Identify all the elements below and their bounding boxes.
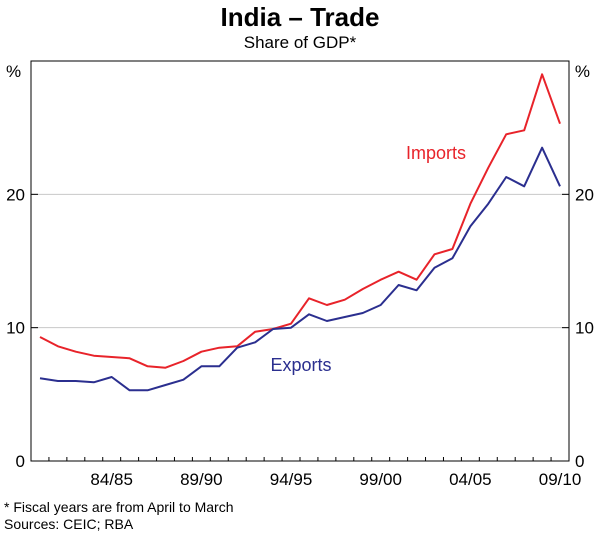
series-line-exports [39,146,561,392]
xtick-label-09-10: 09/10 [539,470,582,489]
footnote-fiscal-years: * Fiscal years are from April to March [4,499,234,515]
series-lines [39,73,561,392]
right-axis-unit: % [574,62,590,81]
ytick-label-left-10: 10 [6,319,25,338]
ytick-label-left-0: 0 [16,452,25,471]
series-label-imports: Imports [406,143,466,163]
left-axis-unit: % [6,62,22,81]
xtick-label-99-00: 99/00 [359,470,402,489]
chart-title: India – Trade [220,2,380,32]
axis-ticks: 0 0 10 10 20 20 84/85 89/90 94/95 99/00 04/05 09/10 [6,185,594,489]
ytick-label-right-10: 10 [575,319,594,338]
plot-area-frame [30,60,570,462]
gridlines [31,193,569,329]
ytick-label-right-20: 20 [575,185,594,204]
xtick-label-89-90: 89/90 [180,470,223,489]
xtick-label-94-95: 94/95 [270,470,313,489]
xtick-label-84-85: 84/85 [90,470,133,489]
ytick-label-left-20: 20 [6,185,25,204]
xtick-label-04-05: 04/05 [449,470,492,489]
series-label-exports: Exports [270,355,331,375]
series-line-imports [39,73,561,369]
chart-subtitle: Share of GDP* [243,33,357,52]
footnote-sources: Sources: CEIC; RBA [4,516,134,532]
ytick-label-right-0: 0 [575,452,584,471]
